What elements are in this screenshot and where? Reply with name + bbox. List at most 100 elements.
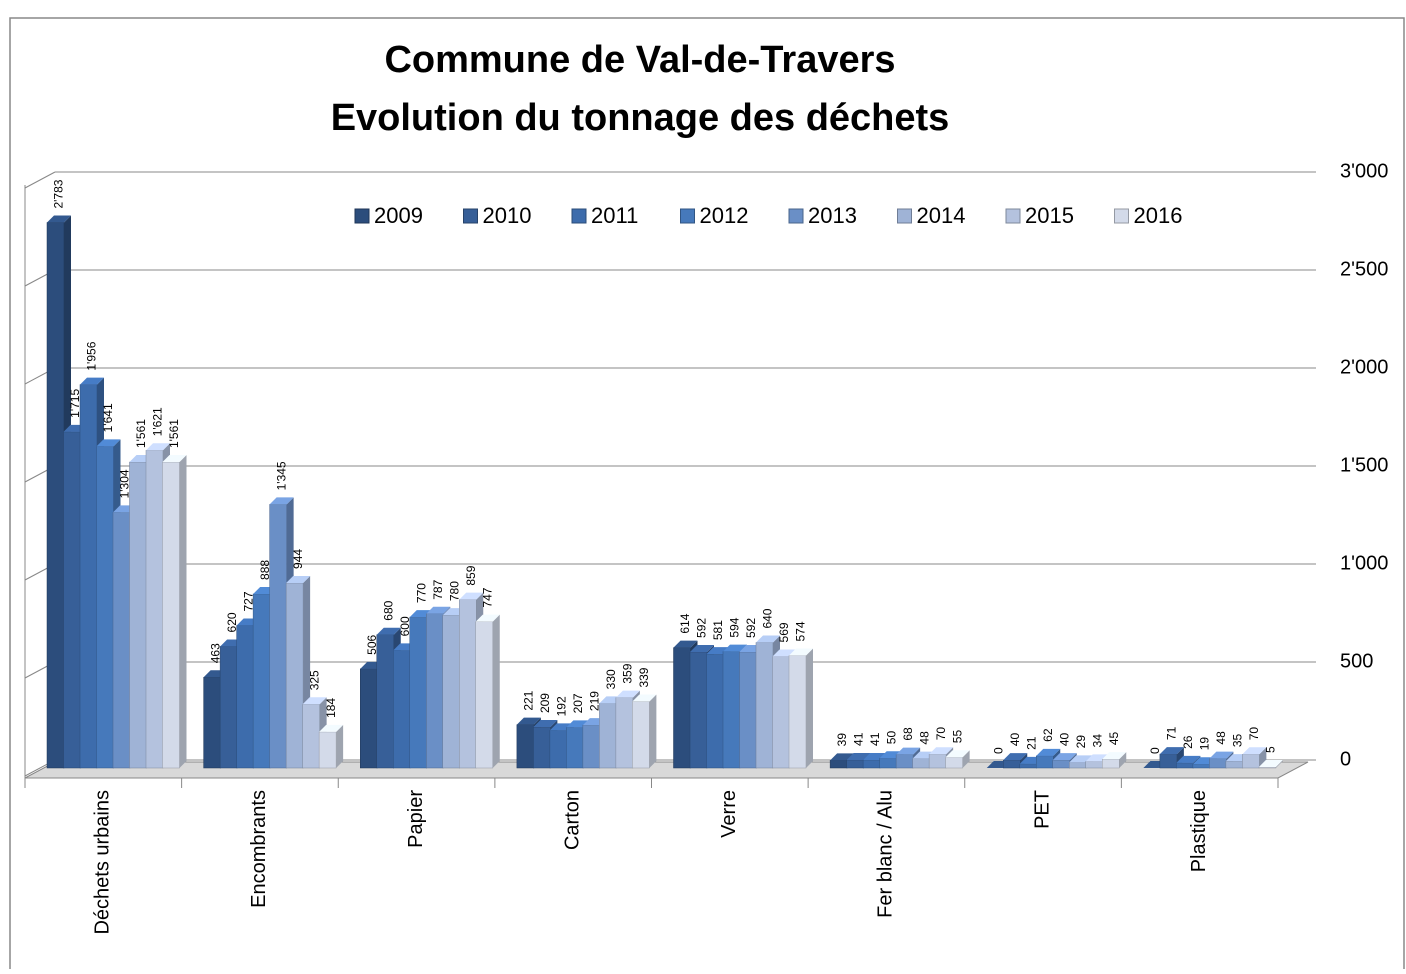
bar: [1242, 754, 1260, 769]
value-label: 330: [604, 669, 618, 689]
bar-side: [806, 648, 813, 768]
bar: [1192, 764, 1211, 769]
bar: [1176, 762, 1194, 769]
bar-top: [615, 690, 640, 698]
bar: [755, 642, 774, 769]
bar-top: [516, 717, 541, 725]
y-tick-label: 3'000: [1340, 160, 1388, 182]
value-label: 1'304: [118, 469, 132, 498]
x-tick-label: Papier: [405, 790, 427, 848]
bar: [1069, 762, 1087, 769]
bar-top: [945, 750, 970, 758]
value-label: 62: [1041, 728, 1055, 742]
bar-top: [723, 644, 747, 652]
bar: [689, 651, 708, 769]
value-label: 339: [637, 667, 651, 687]
value-label: 2'783: [52, 179, 66, 208]
bar: [1036, 755, 1054, 769]
value-label: 0: [1148, 747, 1162, 754]
y-tick-label: 500: [1340, 650, 1373, 672]
value-label: 70: [1247, 727, 1261, 741]
bar-top: [632, 694, 657, 702]
value-label: 207: [571, 693, 585, 713]
bar: [459, 599, 477, 769]
value-label: 0: [991, 747, 1005, 754]
bar-side: [962, 750, 970, 768]
value-label: 574: [794, 621, 808, 641]
bar: [928, 754, 947, 769]
x-tick-label: Encombrants: [248, 790, 270, 908]
value-label: 40: [1008, 732, 1022, 746]
value-label: 592: [744, 618, 758, 638]
legend-label: 2009: [374, 203, 423, 228]
bar: [846, 759, 864, 769]
legend-label: 2010: [483, 203, 532, 228]
bar: [360, 668, 378, 769]
bar: [1209, 758, 1227, 769]
bar: [252, 593, 271, 769]
bar-top: [269, 497, 294, 505]
legend-swatch: [788, 208, 804, 224]
value-label: 944: [291, 549, 305, 569]
bar-top: [1176, 755, 1201, 763]
value-label: 41: [851, 732, 865, 746]
bar: [376, 634, 394, 769]
value-label: 888: [258, 560, 272, 580]
bar: [788, 655, 807, 769]
legend-swatch: [354, 208, 370, 224]
value-label: 680: [381, 600, 395, 620]
bar-top: [426, 606, 451, 614]
y-tick-label: 1'500: [1340, 454, 1388, 476]
bar: [426, 613, 444, 769]
x-tick-label: Verre: [718, 790, 740, 838]
value-label: 48: [1214, 731, 1228, 745]
bar-top: [475, 614, 500, 622]
value-label: 594: [728, 617, 742, 637]
bar-top: [1242, 747, 1267, 755]
bar-top: [1209, 751, 1234, 759]
bar-top: [1159, 747, 1184, 755]
bar: [1102, 758, 1120, 769]
x-tick-label: Fer blanc / Alu: [875, 790, 897, 918]
bar: [285, 582, 304, 769]
value-label: 592: [695, 618, 709, 638]
value-label: 569: [777, 622, 791, 642]
bar: [912, 758, 930, 769]
bar-side: [492, 614, 500, 768]
bar-top: [533, 720, 558, 728]
bar: [599, 703, 617, 769]
chart-title: Evolution du tonnage des déchets: [331, 97, 950, 139]
bar-side: [649, 694, 657, 768]
bar: [302, 704, 320, 769]
bar: [895, 754, 914, 769]
bar: [79, 384, 98, 769]
chart-border: [9, 17, 1405, 974]
bar-side: [1259, 747, 1267, 768]
bar: [673, 647, 691, 769]
legend-swatch: [680, 208, 695, 224]
bar-top: [690, 644, 714, 652]
value-label: 68: [901, 727, 915, 741]
value-label: 463: [208, 643, 222, 663]
bar: [203, 677, 221, 769]
value-label: 1'956: [85, 341, 99, 370]
value-label: 50: [884, 731, 898, 745]
value-label: 71: [1165, 726, 1179, 740]
bar: [145, 450, 164, 769]
x-tick-label: Déchets urbains: [92, 790, 114, 935]
bar-top: [756, 635, 780, 643]
value-label: 614: [678, 613, 692, 633]
bar: [96, 446, 114, 769]
value-label: 45: [1107, 732, 1121, 746]
bar: [533, 726, 551, 769]
x-tick-label: Carton: [561, 790, 583, 850]
y-tick-label: 2'000: [1340, 356, 1388, 378]
bar: [879, 757, 897, 769]
legend-label: 2012: [700, 203, 749, 228]
value-label: 506: [365, 634, 379, 654]
legend-label: 2013: [808, 203, 857, 228]
legend-label: 2015: [1025, 203, 1074, 228]
bar-top: [1036, 748, 1061, 756]
x-tick-label: Plastique: [1188, 790, 1210, 872]
bar: [393, 650, 411, 769]
